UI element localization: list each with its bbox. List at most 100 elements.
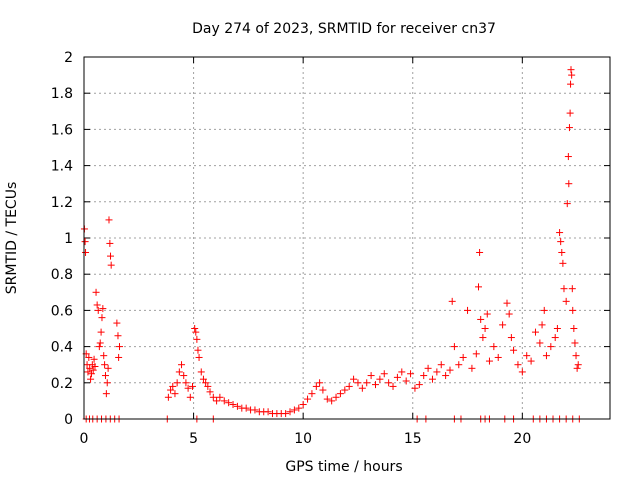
grid-layer (84, 57, 610, 419)
data-point (264, 408, 272, 416)
x-tick-label: 5 (189, 431, 198, 447)
data-point (358, 384, 366, 392)
data-point (225, 399, 233, 407)
data-point (560, 285, 568, 293)
x-tick-label: 20 (513, 431, 531, 447)
data-point (100, 352, 108, 360)
plot-frame (83, 56, 611, 420)
data-point (178, 361, 186, 369)
data-point (490, 343, 498, 351)
chart-title: Day 274 of 2023, SRMTID for receiver cn3… (192, 21, 496, 37)
data-point (97, 328, 105, 336)
data-point (547, 343, 555, 351)
data-point (510, 346, 518, 354)
data-point (538, 321, 546, 329)
data-point (442, 372, 450, 380)
data-point (476, 248, 484, 256)
data-point (398, 368, 406, 376)
data-point (499, 321, 507, 329)
y-tick-label: 1 (64, 231, 73, 247)
data-point (380, 370, 388, 378)
data-point (195, 353, 203, 361)
data-point (213, 397, 221, 405)
data-point (85, 353, 93, 361)
data-point (565, 124, 573, 132)
data-point (316, 379, 324, 387)
data-point (557, 238, 565, 246)
data-point (556, 229, 564, 237)
data-point (503, 299, 511, 307)
data-point (573, 364, 581, 372)
data-point (102, 390, 110, 398)
y-tick-label: 1.6 (51, 122, 73, 138)
x-tick-label: 15 (404, 431, 422, 447)
data-point (363, 379, 371, 387)
data-point (286, 408, 294, 416)
data-point (290, 406, 298, 414)
data-point (568, 71, 576, 79)
data-point (341, 386, 349, 394)
data-point (542, 352, 550, 360)
data-point (518, 368, 526, 376)
data-point (101, 372, 109, 380)
data-point (572, 352, 580, 360)
data-point (472, 350, 480, 358)
data-point (479, 334, 487, 342)
data-point (571, 339, 579, 347)
data-point (428, 375, 436, 383)
data-point (114, 332, 122, 340)
data-point (99, 305, 107, 313)
data-point (507, 334, 515, 342)
data-point (180, 372, 188, 380)
data-point (566, 109, 574, 117)
data-point (564, 153, 572, 161)
data-point (464, 306, 472, 314)
data-point (115, 353, 123, 361)
data-point (455, 361, 463, 369)
y-tick-label: 0.4 (51, 340, 73, 356)
data-point (415, 381, 423, 389)
data-point (563, 200, 571, 208)
data-point (312, 382, 320, 390)
data-point (251, 406, 259, 414)
data-point (514, 361, 522, 369)
data-point (91, 363, 99, 371)
data-point (242, 404, 250, 412)
data-point (184, 384, 192, 392)
data-point (202, 379, 210, 387)
data-point (574, 361, 582, 369)
y-tick-label: 0 (64, 412, 73, 428)
data-point (173, 379, 181, 387)
data-point (531, 328, 539, 336)
y-tick-label: 1.2 (51, 195, 73, 211)
data-point (90, 355, 98, 363)
data-point (354, 379, 362, 387)
data-point (96, 339, 104, 347)
y-tick-label: 1.8 (51, 86, 73, 102)
data-point (494, 353, 502, 361)
y-axis-label: SRMTID / TECUs (4, 182, 20, 295)
data-point (93, 301, 101, 309)
data-point (216, 393, 224, 401)
data-point (105, 216, 113, 224)
data-point (420, 372, 428, 380)
data-point (559, 259, 567, 267)
x-tick-label: 0 (80, 431, 89, 447)
y-tick-label: 2 (64, 50, 73, 66)
data-point (191, 325, 199, 332)
data-point (371, 381, 379, 389)
data-point (565, 180, 573, 188)
data-point (116, 343, 124, 351)
data-point (87, 370, 95, 378)
data-point (389, 382, 397, 390)
data-point (437, 361, 445, 369)
data-point (86, 364, 94, 372)
data-point (505, 310, 513, 318)
data-point (459, 353, 467, 361)
data-point (192, 328, 200, 336)
data-point (199, 375, 207, 383)
data-point (376, 375, 384, 383)
x-axis-label: GPS time / hours (285, 459, 402, 475)
